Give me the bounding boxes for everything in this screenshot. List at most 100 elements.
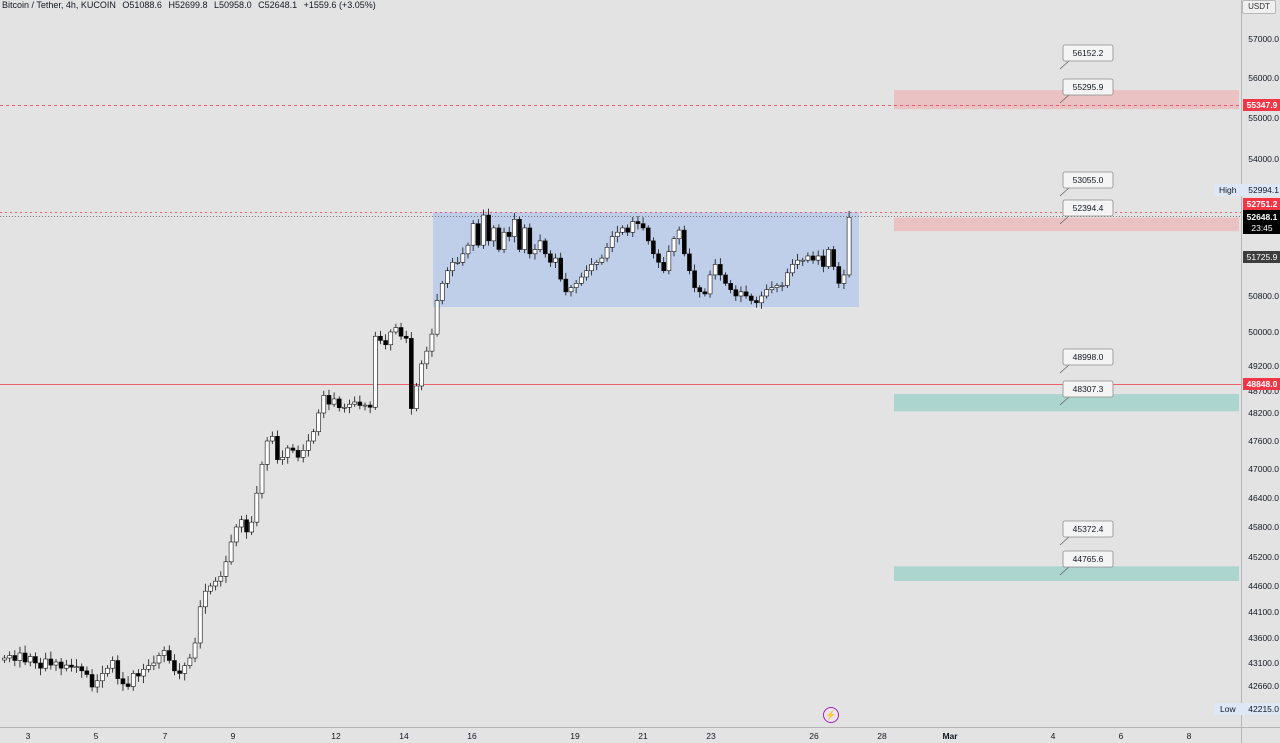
candle-down [821,255,826,267]
legend-symbol: Bitcoin / Tether, 4h, KUCOIN [2,0,116,10]
time-axis[interactable]: 3 5 7 9 12 14 16 19 21 23 26 28 Mar 4 6 8 [26,731,1192,741]
candle-up [501,231,507,250]
candle-down [48,658,54,666]
zone-label-layer: 56152.2 55295.9 53055.0 52394.4 48998.0 48307… [1059,44,1114,576]
candle-up [156,655,162,664]
candle-down [357,401,363,406]
candle-up [316,412,321,432]
time-tick: 26 [809,731,819,741]
price-tick: 43100.0 [1248,658,1279,668]
candle-up [764,289,770,297]
legend-bar: Bitcoin / Tether, 4h, KUCOIN O51088.6 H5… [2,0,380,12]
candle-up [331,398,337,405]
candle-down [548,253,553,263]
candle-up [233,526,239,543]
candle-down [486,214,491,242]
candle-up [43,658,49,669]
callout-pointer [1059,93,1071,104]
candle-down [718,264,723,276]
candle-down [275,436,280,460]
candle-up [362,404,368,407]
candle-up [347,403,352,408]
candle-up [676,229,682,240]
candle-up [94,680,100,688]
candle-down [22,652,28,663]
price-axis[interactable]: 57000.0 56000.0 55000.0 54000.0 51725.9 50800… [1214,34,1280,715]
candle-down [697,287,703,293]
callout-pointer [1059,565,1071,576]
candle-down [403,335,409,339]
candle-up [254,492,260,523]
price-tick: 44100.0 [1248,607,1279,617]
price-tick: 47600.0 [1248,436,1279,446]
candle-down [661,262,667,272]
candle-down [743,291,749,297]
time-tick: 9 [231,731,236,741]
candle-up [203,590,208,608]
candle-up [790,264,795,274]
candle-up [64,664,69,669]
candle-up [553,257,558,263]
candle-up [53,661,59,666]
candle-up [841,274,847,284]
candle-up [460,253,466,263]
candle-up [800,259,806,262]
candle-up [594,262,600,265]
candle-up [352,401,358,405]
candle-up [393,327,399,333]
low-label-box [1214,703,1280,715]
time-tick: 28 [877,731,887,741]
candle-up [141,668,146,677]
callout-pointer [1059,535,1071,546]
candle-down [723,274,728,284]
candle-up [630,221,636,233]
candle-down [172,660,177,672]
candle-down [84,670,90,675]
candle-up [578,276,584,284]
legend-open: O51088.6 [122,0,162,10]
candle-up [130,673,136,687]
candle-down [635,221,641,224]
legend-low: L50958.0 [214,0,252,10]
candle-up [372,335,378,408]
candle-down [733,289,739,297]
candle-up [2,657,7,661]
candle-down [89,674,95,688]
candle-down [656,253,661,263]
zone-price-label-box [1062,199,1114,217]
candle-up [146,665,151,670]
zone-price-label: 45372.4 [1073,524,1104,534]
zone-price-label-box [1062,520,1114,538]
candle-up [192,642,198,659]
candle-up [584,270,589,278]
candle-up [213,580,218,587]
candle-down [378,335,383,341]
zone-price-label: 52394.4 [1073,203,1104,213]
candle-up [666,251,672,272]
candle-up [512,219,517,237]
candle-up [187,657,193,666]
zone-price-label-box [1062,78,1114,96]
candle-up [522,227,527,250]
candle-up [815,255,821,261]
zone-price-label: 48998.0 [1073,352,1104,362]
candle-down [38,662,43,669]
time-tick: 12 [331,731,341,741]
candle-up [532,249,538,255]
candle-up [228,541,234,563]
candle-up [609,236,615,248]
current-price-text: 52648.1 [1247,212,1278,222]
time-tick: 14 [399,731,409,741]
candle-up [306,440,311,451]
candle-up [285,447,291,458]
candle-up [712,264,718,276]
candle-up [795,259,800,265]
currency-button[interactable]: USDT [1242,0,1276,14]
time-tick: 21 [638,731,648,741]
candle-down [810,255,816,261]
candle-down [687,253,692,272]
candle-up [110,660,115,669]
lightning-icon[interactable]: ⚡ [823,707,839,723]
candle-down [831,249,836,267]
